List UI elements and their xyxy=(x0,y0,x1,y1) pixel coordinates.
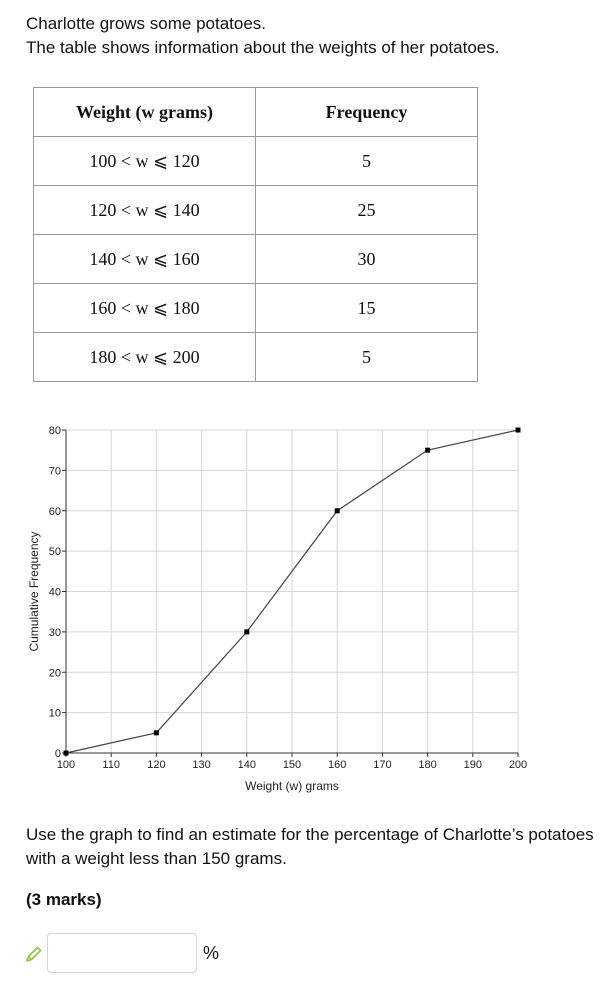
data-point xyxy=(515,427,521,433)
x-tick-label: 160 xyxy=(328,759,346,771)
chart-grid xyxy=(65,429,519,754)
question-intro: Charlotte grows some potatoes. The table… xyxy=(26,12,499,60)
weight-cell: 140 < w ⩽ 160 xyxy=(33,234,256,284)
pencil-icon xyxy=(26,946,42,962)
data-point xyxy=(63,750,69,756)
y-tick-label: 50 xyxy=(49,546,61,558)
y-tick-label: 20 xyxy=(49,667,61,679)
x-tick-label: 180 xyxy=(418,759,436,771)
frequency-cell: 30 xyxy=(255,234,478,284)
cumulative-frequency-chart: 100 110 120 130 140 150 160 170 180 190 200 0 10 20 30… xyxy=(27,425,527,793)
y-tick-label: 30 xyxy=(49,627,61,639)
marks-label: (3 marks) xyxy=(26,890,102,909)
x-tick-label: 170 xyxy=(373,759,391,771)
table-row: 180 < w ⩽ 200 5 xyxy=(33,332,478,382)
x-tick-label: 140 xyxy=(238,759,256,771)
table-row: 140 < w ⩽ 160 30 xyxy=(33,234,478,284)
frequency-cell: 15 xyxy=(255,283,478,333)
table-row: 100 < w ⩽ 120 5 xyxy=(33,136,478,186)
y-tick-label: 0 xyxy=(55,748,61,760)
data-point xyxy=(153,730,159,736)
weight-cell: 160 < w ⩽ 180 xyxy=(33,283,256,333)
data-point xyxy=(334,508,340,514)
weight-cell: 100 < w ⩽ 120 xyxy=(33,136,256,186)
question-text: Use the graph to find an estimate for th… xyxy=(26,825,594,868)
intro-line-1: Charlotte grows some potatoes. xyxy=(26,14,267,33)
intro-line-2: The table shows information about the we… xyxy=(26,38,500,57)
y-tick-label: 60 xyxy=(49,506,61,518)
y-axis-label: Cumulative Frequency xyxy=(27,531,41,651)
weight-cell: 180 < w ⩽ 200 xyxy=(33,332,256,382)
x-tick-label: 100 xyxy=(57,759,75,771)
frequency-cell: 5 xyxy=(255,332,478,382)
table-row: 120 < w ⩽ 140 25 xyxy=(33,185,478,235)
chart-axes xyxy=(62,429,519,757)
data-point xyxy=(425,447,431,453)
table-row: 160 < w ⩽ 180 15 xyxy=(33,283,478,333)
weight-cell: 120 < w ⩽ 140 xyxy=(33,185,256,235)
series-line xyxy=(65,429,519,754)
percent-unit: % xyxy=(203,943,220,963)
y-tick-label: 10 xyxy=(49,708,61,720)
x-tick-label: 150 xyxy=(283,759,301,771)
data-point xyxy=(244,629,250,635)
x-tick-label: 200 xyxy=(509,759,527,771)
frequency-cell: 25 xyxy=(255,185,478,235)
x-tick-label: 190 xyxy=(464,759,482,771)
x-tick-label: 130 xyxy=(192,759,210,771)
chart-tick-labels: 100 110 120 130 140 150 160 170 180 190 200 0 10 20 30… xyxy=(49,425,527,771)
answer-input[interactable] xyxy=(47,933,197,973)
y-tick-label: 70 xyxy=(49,465,61,477)
x-axis-label: Weight (w) grams xyxy=(245,779,339,793)
header-frequency: Frequency xyxy=(255,87,478,137)
y-tick-label: 40 xyxy=(49,587,61,599)
header-weight: Weight (w grams) xyxy=(33,87,256,137)
x-tick-label: 110 xyxy=(102,759,120,771)
frequency-table: Weight (w grams) Frequency 100 < w ⩽ 120… xyxy=(33,87,478,382)
table-header-row: Weight (w grams) Frequency xyxy=(33,87,478,137)
y-tick-label: 80 xyxy=(49,425,61,437)
frequency-cell: 5 xyxy=(255,136,478,186)
x-tick-label: 120 xyxy=(147,759,165,771)
chart-series xyxy=(63,427,521,756)
